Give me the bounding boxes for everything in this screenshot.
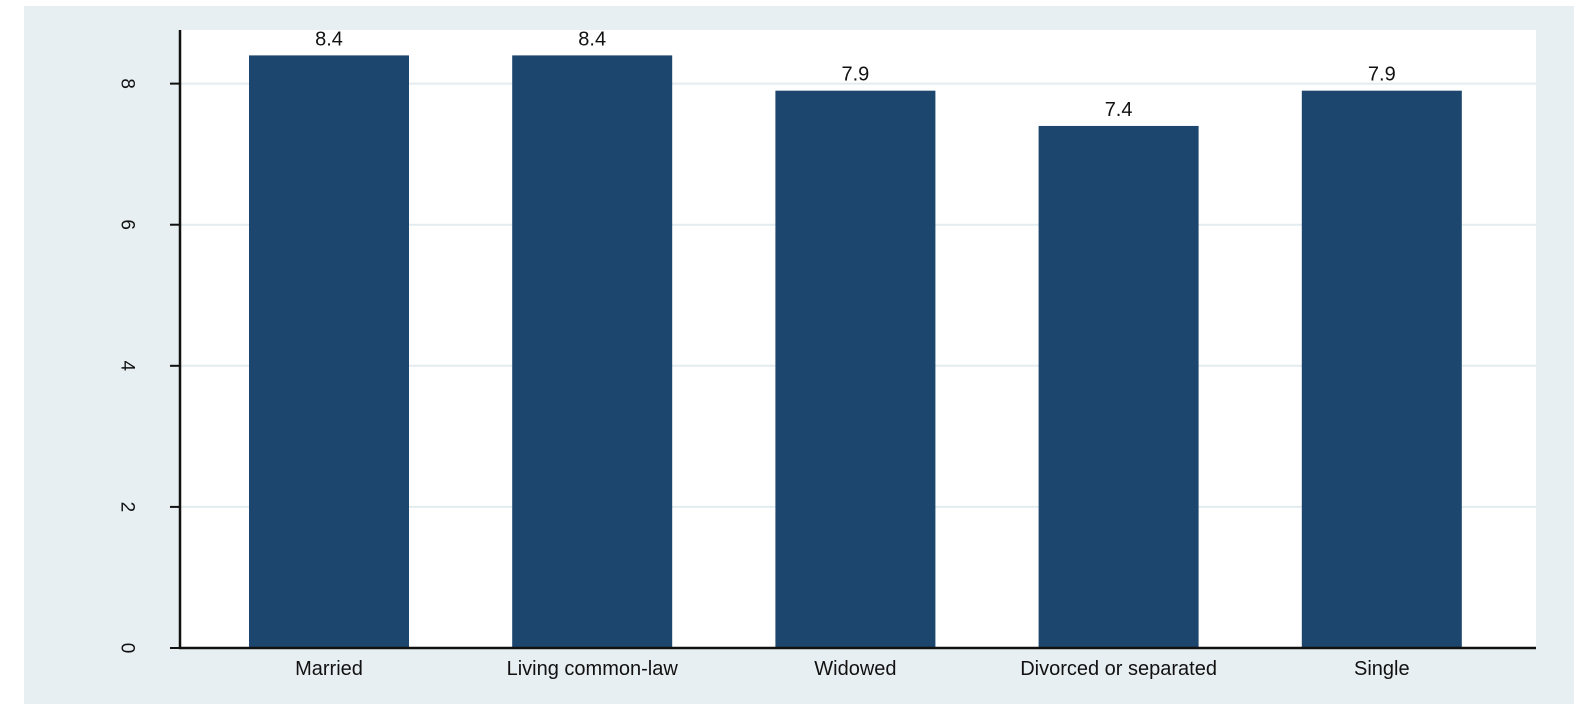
bar: [512, 55, 673, 648]
category-label: Living common-law: [507, 658, 679, 680]
y-tick-label: 8: [116, 78, 137, 89]
bar: [1301, 90, 1462, 648]
bar: [775, 90, 936, 648]
bar-value-label: 8.4: [315, 28, 343, 50]
y-tick-labels: 0 2 4 6 8: [116, 78, 137, 653]
bar: [249, 55, 409, 648]
y-tick-label: 4: [116, 361, 137, 372]
bar-value-label: 7.9: [1368, 64, 1396, 86]
y-tick-label: 0: [116, 643, 137, 654]
axes: [170, 30, 1536, 650]
bar-value-label: 7.4: [1105, 99, 1133, 121]
category-label: Widowed: [814, 658, 896, 680]
category-label: Divorced or separated: [1020, 658, 1217, 680]
bars: [249, 55, 1462, 649]
value-labels: 8.4 8.4 7.9 7.4 7.9: [315, 28, 1396, 121]
y-tick-label: 2: [116, 502, 137, 513]
bar: [1038, 125, 1199, 649]
category-label: Single: [1354, 658, 1410, 680]
bar-value-label: 8.4: [578, 28, 606, 50]
y-tick-label: 6: [116, 219, 137, 230]
bar-value-label: 7.9: [841, 64, 869, 86]
category-labels: Married Living common-law Widowed Divorced …: [295, 658, 1410, 680]
category-label: Married: [295, 658, 363, 680]
